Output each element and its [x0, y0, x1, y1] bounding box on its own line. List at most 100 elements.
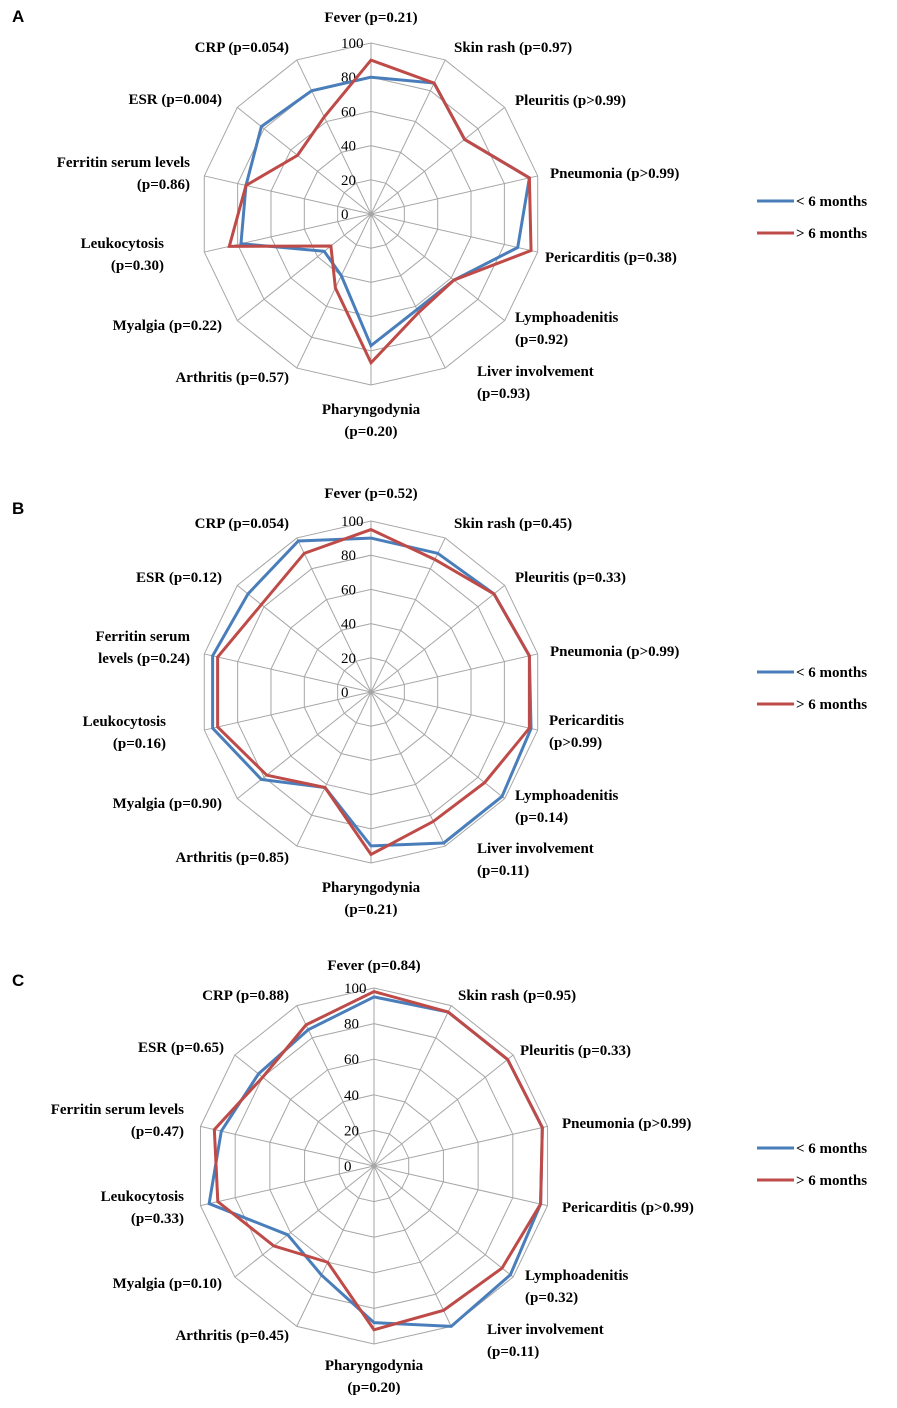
grid-spoke — [236, 584, 372, 693]
category-label: Lymphoadenitis (p=0.14) — [515, 788, 619, 826]
category-label: Myalgia (p=0.90) — [113, 796, 222, 812]
tick-label: 20 — [341, 173, 356, 189]
legend-label: < 6 months — [796, 665, 867, 681]
grid-spoke — [204, 653, 372, 693]
tick-label: 100 — [344, 981, 367, 997]
grid-spoke — [370, 691, 538, 731]
series-line-over-6-months — [212, 989, 544, 1332]
grid-spoke — [296, 691, 372, 847]
tick-label: 0 — [341, 685, 349, 701]
panel-letter: A — [12, 7, 24, 26]
grid-spoke — [370, 213, 446, 369]
category-label: Pleuritis (p=0.33) — [515, 570, 626, 586]
tick-label: 60 — [341, 104, 356, 120]
category-label: Myalgia (p=0.10) — [113, 1276, 222, 1292]
grid-spoke — [296, 213, 372, 369]
category-label: Liver involvement (p=0.11) — [477, 841, 594, 879]
category-label: Fever (p=0.84) — [327, 958, 420, 974]
series-line-over-6-months — [227, 58, 533, 366]
grid-spoke — [373, 1165, 548, 1207]
category-label: Myalgia (p=0.22) — [113, 318, 222, 334]
grid-spoke — [370, 691, 506, 800]
category-label: Liver involvement (p=0.93) — [477, 364, 594, 402]
category-label: Leukocytosis (p=0.30) — [81, 236, 165, 274]
category-label: ESR (p=0.004) — [128, 92, 222, 108]
category-label: Lymphoadenitis (p=0.92) — [515, 310, 619, 348]
category-label: Pleuritis (p>0.99) — [515, 93, 626, 109]
grid-spoke — [373, 1005, 452, 1167]
legend-label: < 6 months — [796, 194, 867, 210]
radar-panel-c: C 0 20 40 60 80 100 Fever (p=0.84) Skin rash (p=… — [12, 958, 867, 1396]
grid-spoke — [234, 1165, 375, 1278]
series-line-over-6-months — [216, 527, 531, 857]
tick-label: 40 — [344, 1088, 359, 1104]
category-label: Fever (p=0.21) — [324, 10, 417, 26]
category-label: Pericarditis (p>0.99) — [549, 713, 624, 751]
category-label: Lymphoadenitis (p=0.32) — [525, 1268, 629, 1306]
category-label: ESR (p=0.12) — [136, 570, 222, 586]
grid-spoke — [370, 584, 506, 693]
grid-spoke — [373, 1125, 548, 1167]
grid-spoke — [236, 691, 372, 800]
tick-label: 40 — [341, 617, 356, 633]
grid-spoke — [370, 213, 538, 253]
category-label: CRP (p=0.88) — [202, 988, 289, 1004]
category-label: Pneumonia (p>0.99) — [562, 1116, 691, 1132]
grid-spoke — [296, 1005, 375, 1167]
grid-spoke — [236, 106, 372, 215]
grid-spoke — [296, 59, 372, 215]
category-label: Skin rash (p=0.97) — [454, 40, 572, 56]
category-label: Leukocytosis (p=0.16) — [83, 714, 167, 752]
radar-panel-b: B 0 20 40 60 80 100 Fever (p=0.52) Skin rash (p=… — [12, 486, 867, 918]
category-label: Arthritis (p=0.57) — [175, 370, 289, 386]
grid-spoke — [370, 653, 538, 693]
legend-label: < 6 months — [796, 1141, 867, 1157]
category-label: Skin rash (p=0.95) — [458, 988, 576, 1004]
panel-letter: C — [12, 971, 24, 990]
category-label: Pleuritis (p=0.33) — [520, 1043, 631, 1059]
tick-label: 20 — [341, 651, 356, 667]
grid-spoke — [236, 213, 372, 322]
tick-label: 60 — [344, 1052, 359, 1068]
grid-spoke — [370, 175, 538, 215]
category-label: Pharyngodynia (p=0.21) — [322, 880, 421, 918]
grid-spoke — [204, 691, 372, 731]
tick-label: 40 — [341, 139, 356, 155]
category-label: Pericarditis (p>0.99) — [562, 1200, 694, 1216]
category-label: Ferritin serum levels (p=0.47) — [51, 1102, 184, 1140]
tick-label: 80 — [344, 1017, 359, 1033]
category-label: Pneumonia (p>0.99) — [550, 644, 679, 660]
category-label: CRP (p=0.054) — [195, 40, 289, 56]
legend-label: > 6 months — [796, 1173, 867, 1189]
legend-label: > 6 months — [796, 697, 867, 713]
category-label: Fever (p=0.52) — [324, 486, 417, 502]
grid-spoke — [373, 1165, 452, 1327]
category-label: Pneumonia (p>0.99) — [550, 166, 679, 182]
grid-spoke — [200, 1125, 375, 1167]
category-label: Liver involvement (p=0.11) — [487, 1322, 604, 1360]
grid-spoke — [296, 537, 372, 693]
tick-label: 20 — [344, 1123, 359, 1139]
grid-spoke — [234, 1054, 375, 1167]
tick-label: 100 — [341, 514, 364, 530]
tick-label: 100 — [341, 36, 364, 52]
category-label: Ferritin serum levels (p=0.24) — [95, 629, 190, 667]
grid-spoke — [204, 175, 372, 215]
grid-spoke — [370, 537, 446, 693]
category-label: Pericarditis (p=0.38) — [545, 250, 677, 266]
panel-letter: B — [12, 499, 24, 518]
grid-spoke — [373, 1054, 514, 1167]
grid-spoke — [370, 59, 446, 215]
grid-spoke — [370, 106, 506, 215]
grid-spoke — [370, 213, 506, 322]
legend-label: > 6 months — [796, 226, 867, 242]
grid-spoke — [373, 1165, 514, 1278]
tick-label: 80 — [341, 548, 356, 564]
grid-spoke — [200, 1165, 375, 1207]
grid-spoke — [296, 1165, 375, 1327]
category-label: Pharyngodynia (p=0.20) — [325, 1358, 424, 1396]
tick-label: 60 — [341, 582, 356, 598]
